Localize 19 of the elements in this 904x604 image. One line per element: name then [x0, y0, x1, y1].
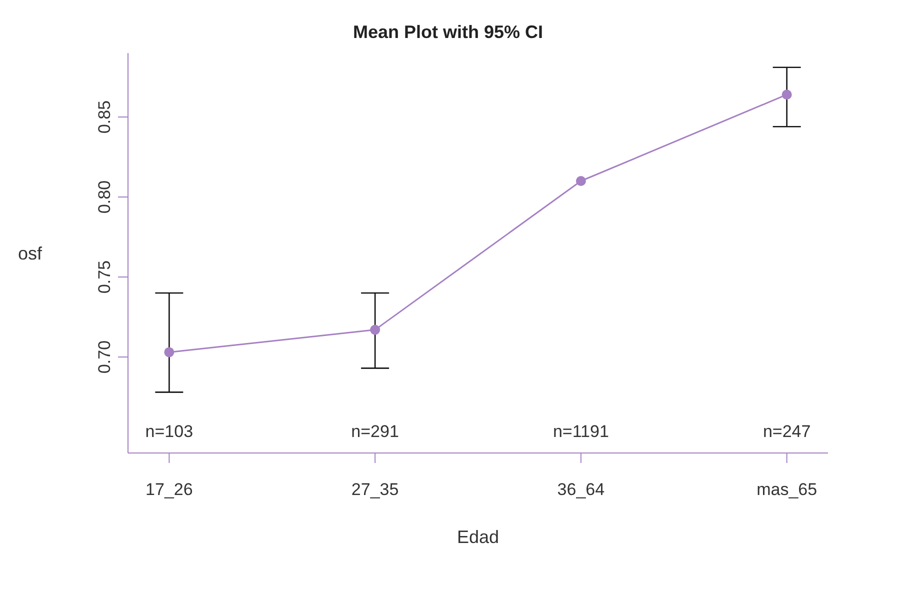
- annotation: n=291: [351, 422, 399, 441]
- y-tick-label: 0.80: [95, 180, 114, 214]
- x-tick-label: 27_35: [351, 480, 399, 499]
- x-tick-label: mas_65: [756, 480, 818, 499]
- y-axis-title: osf: [18, 243, 44, 264]
- annotation: n=1191: [552, 422, 609, 441]
- x-axis-title: Edad: [456, 527, 500, 547]
- x-tick-label: 36_64: [557, 480, 605, 499]
- x-tick-label: 17_26: [146, 480, 193, 499]
- point: [576, 176, 586, 186]
- y-tick-label: 0.70: [95, 340, 114, 374]
- y-tick-label: 0.75: [95, 260, 114, 294]
- point: [164, 347, 174, 358]
- chart-title: Mean Plot with 95% CI: [352, 21, 544, 43]
- point: [370, 324, 380, 335]
- annotation: n=103: [145, 422, 194, 441]
- annotation: n=247: [762, 422, 811, 441]
- y-tick-label: 0.85: [95, 100, 114, 134]
- point: [782, 90, 792, 100]
